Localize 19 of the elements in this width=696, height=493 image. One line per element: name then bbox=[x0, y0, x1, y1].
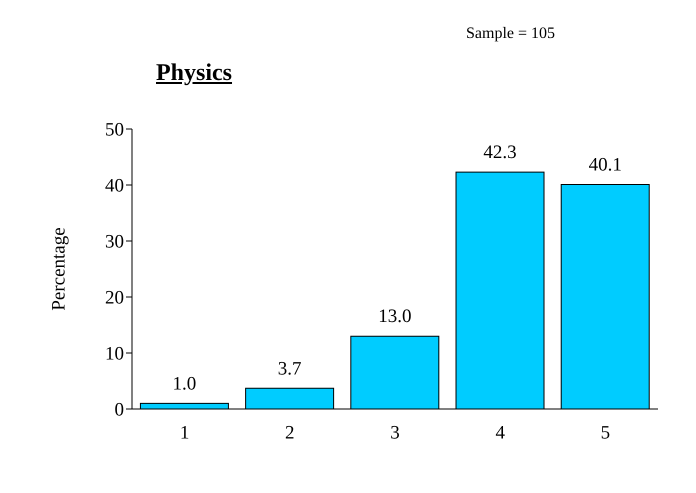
data-label: 1.0 bbox=[172, 373, 196, 394]
y-axis-title: Percentage bbox=[48, 227, 70, 311]
data-label: 40.1 bbox=[588, 154, 622, 176]
x-tick-label: 5 bbox=[600, 422, 610, 444]
y-tick-label: 50 bbox=[105, 120, 124, 141]
y-tick-label: 20 bbox=[105, 288, 124, 309]
y-tick-label: 0 bbox=[114, 400, 124, 421]
text: Sample = 105 bbox=[466, 25, 556, 43]
data-label: 13.0 bbox=[378, 306, 412, 328]
y-tick-label: 30 bbox=[105, 232, 124, 253]
x-tick-label: 4 bbox=[495, 422, 506, 444]
x-tick-label: 1 bbox=[180, 422, 190, 444]
data-label: 42.3 bbox=[483, 142, 517, 164]
y-tick-label: 10 bbox=[105, 344, 124, 365]
chart-title: Physics bbox=[156, 60, 232, 87]
y-tick-label: 40 bbox=[105, 176, 124, 197]
x-tick-label: 2 bbox=[285, 422, 295, 444]
data-label: 3.7 bbox=[278, 358, 302, 380]
x-tick-label: 3 bbox=[390, 422, 400, 444]
